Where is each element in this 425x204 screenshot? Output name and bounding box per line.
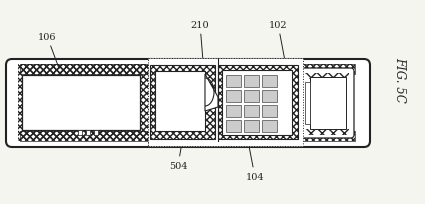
- Text: 504: 504: [169, 139, 187, 171]
- Bar: [305, 74, 349, 80]
- Bar: [148, 59, 303, 146]
- Bar: [305, 83, 310, 124]
- Bar: [148, 59, 303, 146]
- Bar: [22, 76, 140, 130]
- Bar: [86, 130, 90, 135]
- Text: 210: 210: [191, 20, 209, 59]
- Bar: [244, 76, 259, 88]
- Bar: [244, 120, 259, 132]
- Bar: [94, 130, 98, 135]
- Bar: [18, 65, 148, 141]
- Text: FIG. 5C: FIG. 5C: [394, 57, 406, 102]
- Bar: [310, 78, 346, 129]
- Bar: [226, 76, 241, 88]
- Bar: [155, 72, 205, 131]
- Bar: [262, 91, 277, 102]
- Bar: [20, 131, 355, 141]
- Bar: [226, 91, 241, 102]
- Bar: [78, 130, 82, 135]
- Bar: [262, 120, 277, 132]
- Bar: [262, 105, 277, 118]
- Bar: [226, 105, 241, 118]
- Bar: [244, 91, 259, 102]
- Text: 104: 104: [246, 144, 264, 182]
- Bar: [150, 66, 215, 139]
- Bar: [222, 71, 292, 135]
- Text: 106: 106: [38, 32, 59, 69]
- Bar: [20, 65, 355, 75]
- Bar: [218, 66, 298, 139]
- Polygon shape: [205, 75, 218, 111]
- Text: 102: 102: [269, 20, 287, 59]
- Bar: [305, 129, 349, 135]
- FancyBboxPatch shape: [300, 69, 354, 138]
- Bar: [226, 120, 241, 132]
- Bar: [20, 65, 355, 75]
- FancyBboxPatch shape: [6, 60, 370, 147]
- Bar: [20, 131, 355, 141]
- Bar: [244, 105, 259, 118]
- Bar: [262, 76, 277, 88]
